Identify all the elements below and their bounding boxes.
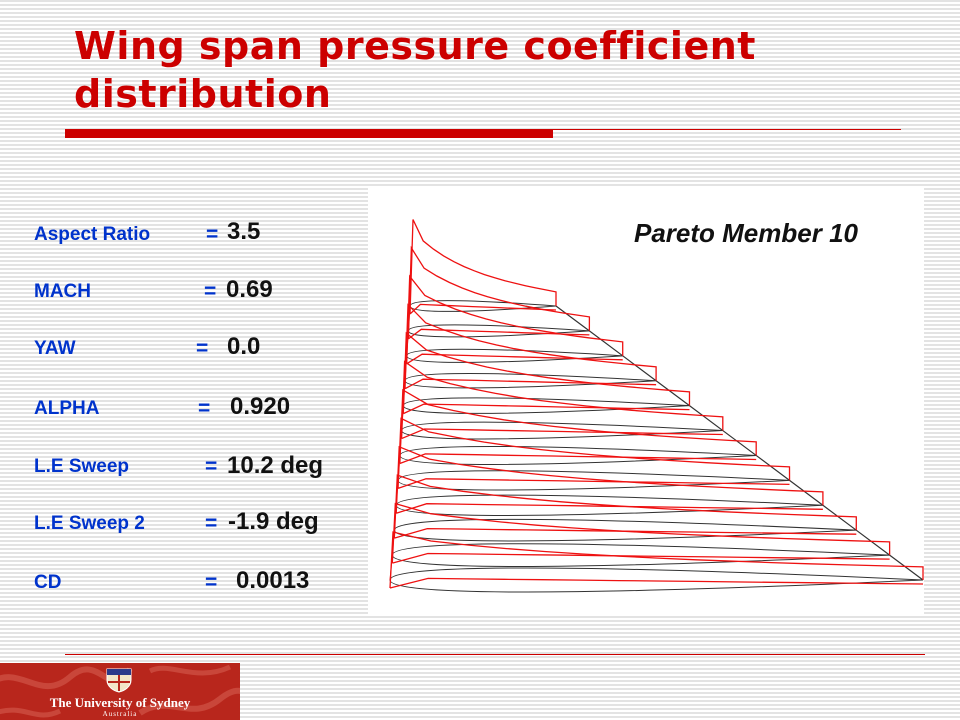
wing-planform-lines (389, 305, 924, 581)
cp-curve (404, 303, 657, 390)
airfoil-section (391, 543, 890, 567)
cp-curve (409, 219, 557, 315)
cp-curve (389, 531, 924, 589)
param-value-mach: 0.69 (226, 276, 273, 303)
param-value-le-sweep-2: -1.9 deg (228, 508, 319, 535)
param-label-le-sweep-2: L.E Sweep 2 (34, 513, 145, 534)
cp-curve (407, 245, 591, 340)
param-label-aspect-ratio: Aspect Ratio (34, 224, 151, 245)
university-logo: The University of Sydney Australia (0, 663, 240, 720)
param-value-alpha: 0.920 (230, 393, 291, 420)
cp-curve (397, 417, 791, 489)
crest-icon (106, 668, 132, 693)
figure-caption: Pareto Member 10 (634, 218, 858, 248)
trailing-edge-line (555, 305, 924, 581)
param-eq-le-sweep: = (205, 455, 218, 478)
param-value-aspect-ratio: 3.5 (227, 218, 261, 245)
param-eq-aspect-ratio: = (206, 223, 219, 246)
slide-title: Wing span pressure coefficient distribut… (74, 24, 756, 116)
pressure-coefficient-curves (389, 219, 924, 589)
param-eq-le-sweep-2: = (205, 512, 218, 535)
airfoil-section (399, 445, 757, 465)
parameter-list: Aspect Ratio = 3.5 MACH = 0.69 YAW = 0.0… (0, 0, 370, 640)
param-eq-mach: = (204, 280, 217, 303)
param-label-mach: MACH (34, 281, 91, 302)
logo-university-name: The University of Sydney (49, 695, 191, 710)
cp-curve (391, 502, 891, 564)
cp-curve (395, 445, 824, 514)
title-underline-thin (553, 129, 901, 130)
param-label-cd: CD (34, 572, 62, 593)
cp-curve (399, 388, 757, 465)
param-label-alpha: ALPHA (34, 398, 100, 419)
param-value-yaw: 0.0 (227, 333, 261, 360)
airfoil-section (389, 567, 924, 593)
param-eq-alpha: = (198, 397, 211, 420)
param-eq-cd: = (205, 571, 218, 594)
footer-rule (65, 654, 925, 655)
airfoil-outlines (389, 300, 924, 593)
airfoil-section (397, 470, 790, 491)
wing-figure-panel (368, 188, 924, 614)
param-eq-yaw: = (196, 337, 209, 360)
param-value-cd: 0.0013 (236, 567, 310, 594)
cp-curve (400, 360, 724, 440)
cp-curve (406, 274, 624, 365)
airfoil-section (393, 518, 857, 542)
param-value-le-sweep: 10.2 deg (227, 452, 324, 479)
title-underline-thick (65, 129, 553, 138)
param-label-yaw: YAW (34, 338, 76, 359)
airfoil-section (409, 300, 557, 312)
wing-pressure-figure (389, 219, 924, 593)
param-label-le-sweep: L.E Sweep (34, 456, 130, 477)
logo-country: Australia (102, 710, 138, 718)
